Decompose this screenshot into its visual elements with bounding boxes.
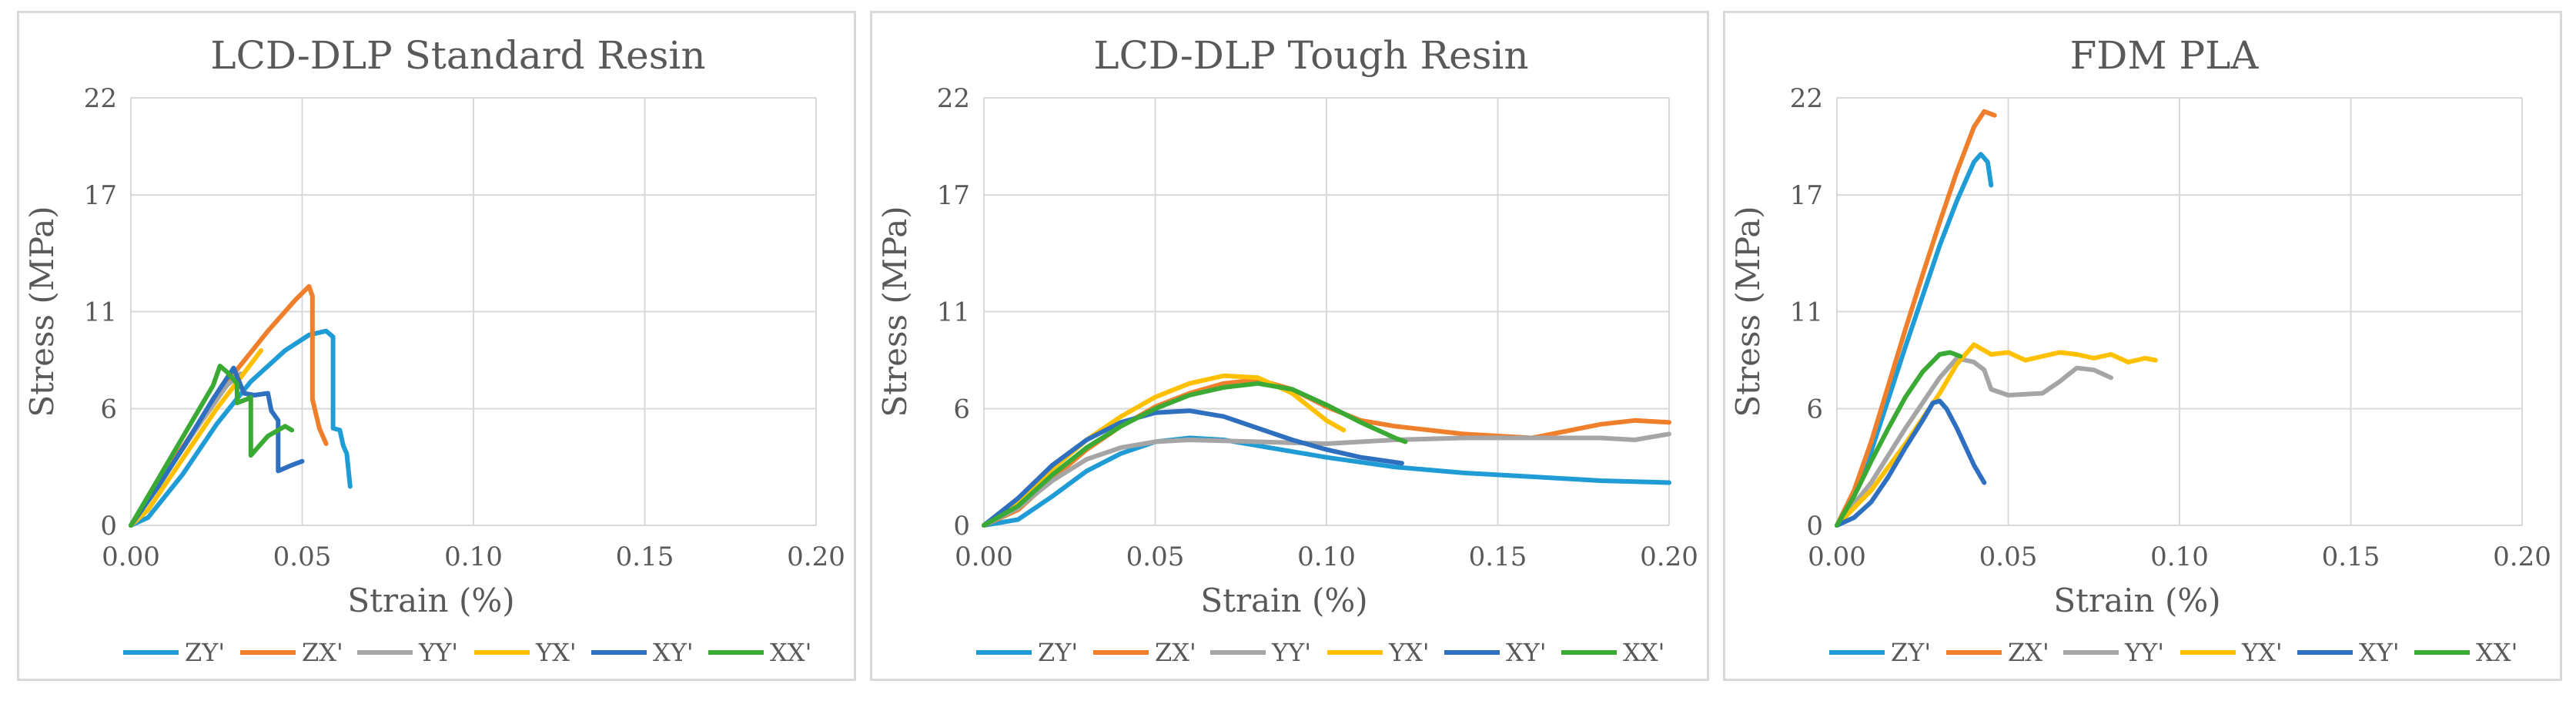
series-line-4 bbox=[982, 408, 1404, 528]
legend-label: XY' bbox=[1506, 638, 1547, 667]
y-tick-label: 22 bbox=[1790, 83, 1823, 114]
x-tick-label: 0.05 bbox=[273, 542, 332, 572]
x-tick-label: 0.20 bbox=[1640, 542, 1698, 572]
series-line-2 bbox=[982, 431, 1671, 528]
y-tick-label: 22 bbox=[937, 83, 970, 114]
x-tick-label: 0.20 bbox=[787, 542, 845, 572]
y-axis-label: Stress (MPa) bbox=[876, 206, 914, 417]
y-tick-label: 11 bbox=[84, 297, 117, 328]
y-tick-label: 0 bbox=[100, 511, 117, 542]
chart-title: LCD-DLP Tough Resin bbox=[1093, 33, 1528, 78]
chart-title: FDM PLA bbox=[2070, 33, 2260, 78]
series-line-1 bbox=[1835, 109, 1997, 528]
legend-label: YY' bbox=[1271, 638, 1311, 667]
legend-label: XX' bbox=[1623, 638, 1664, 667]
chart-panel-fdm-pla: FDM PLA 0 6 11 17 22 0.00 0.05 0.10 0.15 0.20 Strai… bbox=[1723, 11, 2562, 681]
series-line-3 bbox=[982, 373, 1347, 528]
legend-label: YX' bbox=[2241, 638, 2283, 667]
x-axis-label: Strain (%) bbox=[1200, 582, 1367, 619]
y-axis-label: Stress (MPa) bbox=[23, 206, 61, 417]
legend-label: ZY' bbox=[1891, 638, 1931, 667]
series-line-5 bbox=[982, 381, 1408, 528]
x-tick-label: 0.00 bbox=[102, 542, 160, 572]
legend-label: XX' bbox=[2476, 638, 2517, 667]
x-tick-label: 0.00 bbox=[955, 542, 1013, 572]
series-line-2 bbox=[1835, 356, 2113, 528]
stress-strain-chart-standard-resin: LCD-DLP Standard Resin 0 6 11 17 22 0.00 0.05 0.… bbox=[23, 33, 845, 667]
x-tick-label: 0.15 bbox=[616, 542, 674, 572]
legend-label: ZY' bbox=[185, 638, 225, 667]
y-tick-label: 17 bbox=[1790, 180, 1823, 211]
y-tick-label: 0 bbox=[953, 511, 970, 542]
legend-label: ZX' bbox=[1155, 638, 1196, 667]
x-tick-label: 0.20 bbox=[2493, 542, 2551, 572]
legend-label: ZY' bbox=[1038, 638, 1078, 667]
legend-label: ZX' bbox=[302, 638, 343, 667]
y-tick-label: 22 bbox=[84, 83, 117, 114]
stress-strain-chart-fdm-pla: FDM PLA 0 6 11 17 22 0.00 0.05 0.10 0.15 0.20 Strai… bbox=[1729, 33, 2551, 667]
y-axis-label: Stress (MPa) bbox=[1729, 206, 1767, 417]
series-line-5 bbox=[1835, 350, 1963, 528]
series-line-4 bbox=[129, 365, 305, 528]
stress-strain-chart-tough-resin: LCD-DLP Tough Resin 0 6 11 17 22 0.00 0.05 0.10 0… bbox=[876, 33, 1698, 667]
chart-panel-tough-resin: LCD-DLP Tough Resin 0 6 11 17 22 0.00 0.05 0.10 0… bbox=[870, 11, 1709, 681]
legend-label: YX' bbox=[1388, 638, 1430, 667]
y-tick-label: 17 bbox=[84, 180, 117, 211]
x-tick-label: 0.05 bbox=[1979, 542, 2038, 572]
legend-label: ZX' bbox=[2008, 638, 2049, 667]
legend-label: YX' bbox=[535, 638, 577, 667]
y-tick-label: 6 bbox=[953, 394, 970, 425]
y-tick-label: 11 bbox=[937, 297, 970, 328]
y-tick-label: 6 bbox=[100, 394, 117, 425]
series-line-0 bbox=[1835, 152, 1994, 528]
legend-label: YY' bbox=[2124, 638, 2164, 667]
x-tick-label: 0.05 bbox=[1126, 542, 1185, 572]
y-tick-label: 6 bbox=[1806, 394, 1823, 425]
legend-label: XY' bbox=[2359, 638, 2400, 667]
legend-label: XX' bbox=[770, 638, 811, 667]
y-tick-label: 17 bbox=[937, 180, 970, 211]
series-line-3 bbox=[129, 348, 264, 528]
x-tick-label: 0.15 bbox=[1469, 542, 1527, 572]
series-line-0 bbox=[129, 328, 353, 528]
legend-label: XY' bbox=[653, 638, 694, 667]
y-tick-label: 11 bbox=[1790, 297, 1823, 328]
chart-panel-standard-resin: LCD-DLP Standard Resin 0 6 11 17 22 0.00 0.05 0.… bbox=[17, 11, 856, 681]
legend-label: YY' bbox=[418, 638, 458, 667]
x-tick-label: 0.10 bbox=[1297, 542, 1356, 572]
x-axis-label: Strain (%) bbox=[2053, 582, 2220, 619]
y-tick-label: 0 bbox=[1806, 511, 1823, 542]
x-axis-label: Strain (%) bbox=[347, 582, 514, 619]
x-tick-label: 0.10 bbox=[2150, 542, 2209, 572]
x-tick-label: 0.15 bbox=[2322, 542, 2380, 572]
x-tick-label: 0.00 bbox=[1808, 542, 1866, 572]
series-line-5 bbox=[129, 364, 295, 528]
x-tick-label: 0.10 bbox=[444, 542, 503, 572]
series-line-4 bbox=[1835, 398, 1987, 528]
chart-title: LCD-DLP Standard Resin bbox=[210, 33, 705, 78]
